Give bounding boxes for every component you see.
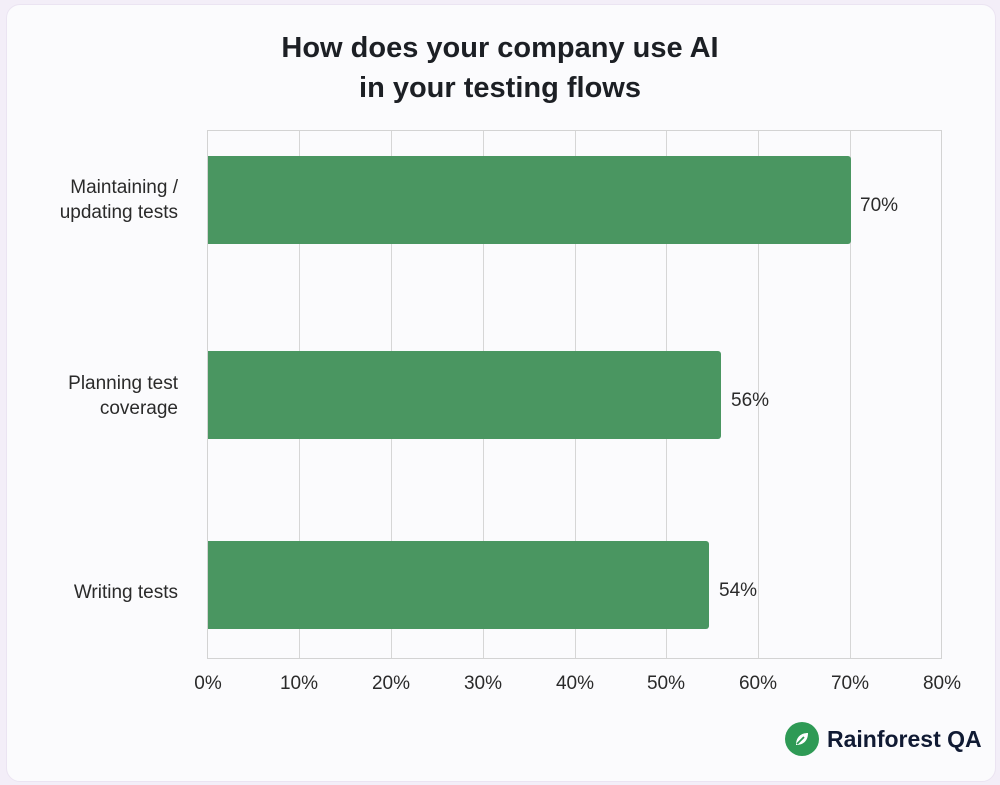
- category-label: Writing tests: [0, 580, 178, 605]
- gridline-70: [850, 131, 851, 658]
- category-label-line: coverage: [99, 398, 178, 419]
- x-tick: 40%: [555, 673, 595, 694]
- title-line-1: How does your company use AI: [281, 32, 719, 64]
- chart-title: How does your company use AI in your tes…: [0, 28, 1000, 108]
- x-tick: 20%: [371, 673, 411, 694]
- bar-maintaining-updating-tests: [208, 156, 851, 244]
- title-line-2: in your testing flows: [359, 72, 641, 104]
- bar-writing-tests: [208, 541, 709, 629]
- brand-logo: Rainforest QA: [785, 722, 982, 756]
- category-label-line: Planning test: [68, 373, 178, 394]
- category-label-line: Writing tests: [73, 582, 178, 603]
- brand-name: Rainforest QA: [827, 725, 982, 752]
- x-tick: 30%: [463, 673, 503, 694]
- x-tick: 50%: [646, 673, 686, 694]
- bar-planning-test-coverage: [208, 351, 721, 439]
- category-label: Maintaining / updating tests: [0, 175, 178, 225]
- x-tick: 60%: [738, 673, 778, 694]
- value-label: 70%: [860, 195, 899, 216]
- plot-area: 70% 56% 54%: [207, 130, 942, 659]
- x-tick: 70%: [830, 673, 870, 694]
- gridline-60: [758, 131, 759, 658]
- category-label: Planning test coverage: [0, 371, 178, 421]
- category-label-line: updating tests: [59, 202, 178, 223]
- x-tick: 0%: [194, 673, 222, 694]
- value-label: 54%: [719, 580, 758, 601]
- x-tick: 80%: [922, 673, 962, 694]
- category-label-line: Maintaining /: [70, 177, 178, 198]
- x-tick: 10%: [279, 673, 319, 694]
- leaf-icon: [785, 722, 819, 756]
- value-label: 56%: [731, 390, 770, 411]
